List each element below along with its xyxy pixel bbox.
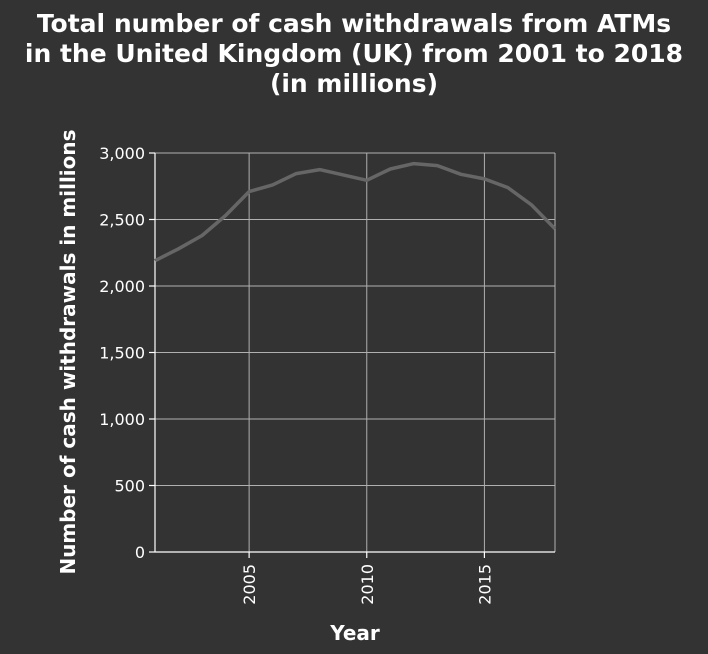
chart-title-line-1: Total number of cash withdrawals from AT… (37, 9, 671, 38)
chart-title-line-3: (in millions) (270, 69, 438, 98)
y-tick-label: 0 (135, 543, 145, 562)
chart-title-line-2: in the United Kingdom (UK) from 2001 to … (25, 39, 683, 68)
grid-lines (155, 152, 556, 552)
series-layer (154, 161, 557, 263)
x-tick-label: 2015 (475, 564, 494, 605)
y-axis-label: Number of cash withdrawals in millions (56, 129, 80, 574)
y-tick-label: 2,500 (99, 211, 145, 230)
y-tick-label: 3,000 (99, 144, 145, 163)
tick-labels: 0 500 1,000 1,500 2,000 2,500 3,000 2005 2010 201… (99, 144, 494, 605)
series-line (154, 161, 557, 263)
y-tick-label: 1,500 (99, 344, 145, 363)
x-tick-label: 2010 (358, 564, 377, 605)
y-tick-label: 1,000 (99, 410, 145, 429)
y-tick-label: 2,000 (99, 277, 145, 296)
chart-title: Total number of cash withdrawals from AT… (25, 9, 683, 98)
y-tick-label: 500 (114, 477, 145, 496)
x-axis-label: Year (329, 621, 380, 645)
x-tick-label: 2005 (240, 564, 259, 605)
axes (149, 152, 555, 558)
